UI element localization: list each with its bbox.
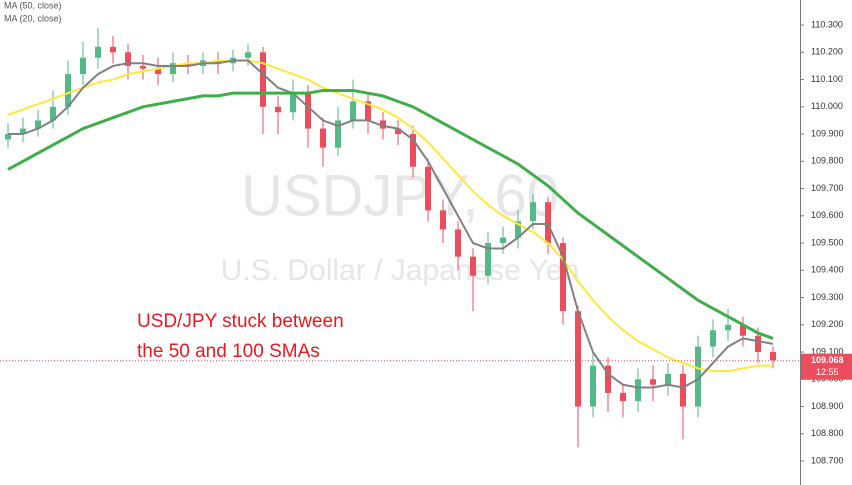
countdown-label: 12:55 xyxy=(816,367,839,377)
candle-body xyxy=(710,330,716,347)
annotation: the 50 and 100 SMAs xyxy=(137,341,320,362)
candle-body xyxy=(260,52,266,107)
legend-entry: MA (50, close) xyxy=(4,0,62,10)
candle-body xyxy=(500,237,506,244)
candle-body xyxy=(5,134,11,140)
candle-body xyxy=(80,57,86,75)
y-tick-label: 109.100 xyxy=(811,346,844,356)
y-tick-label: 110.200 xyxy=(811,47,843,57)
y-tick-label: 108.700 xyxy=(811,455,844,465)
candle-body xyxy=(50,106,56,121)
candle-body xyxy=(95,46,101,58)
candle-body xyxy=(110,46,116,53)
candle-body xyxy=(320,128,326,148)
legend-entry: MA (20, close) xyxy=(4,13,62,23)
moving-average-line xyxy=(7,59,773,373)
candle-body xyxy=(485,243,491,276)
candle-body xyxy=(530,202,536,222)
candle-body xyxy=(395,128,401,135)
y-tick-label: 110.000 xyxy=(811,101,843,111)
last-price-label: 109.068 xyxy=(811,355,844,365)
moving-average-line xyxy=(8,59,774,389)
candle-body xyxy=(620,392,626,402)
y-tick-label: 109.200 xyxy=(811,319,844,329)
candle-body xyxy=(155,68,161,75)
y-tick-label: 109.800 xyxy=(811,156,844,166)
candle-body xyxy=(680,373,686,407)
y-tick-label: 109.400 xyxy=(811,265,844,275)
candle-body xyxy=(215,60,221,64)
candle-body xyxy=(575,311,581,407)
candle-body xyxy=(740,324,746,336)
y-tick-label: 109.500 xyxy=(811,237,844,247)
annotation: USD/JPY stuck between xyxy=(137,311,344,332)
candle-body xyxy=(695,346,701,407)
candle-body xyxy=(65,74,71,107)
y-tick-label: 109.900 xyxy=(811,128,844,138)
candle-body xyxy=(605,365,611,393)
candle-body xyxy=(140,65,146,69)
candle-body xyxy=(185,63,191,66)
candle-body xyxy=(470,256,476,276)
candle-body xyxy=(290,93,296,113)
candle-body xyxy=(335,120,341,148)
candle-body xyxy=(125,52,131,66)
y-tick-label: 109.600 xyxy=(811,210,844,220)
watermark: USDJPY, 60 xyxy=(241,163,559,228)
candle-body xyxy=(20,128,26,135)
y-tick-label: 108.800 xyxy=(811,428,844,438)
candle-body xyxy=(635,379,641,402)
candle-body xyxy=(305,93,311,129)
candle-body xyxy=(650,379,656,385)
y-tick-label: 108.900 xyxy=(811,401,844,411)
y-tick-label: 110.100 xyxy=(811,74,843,84)
candle-body xyxy=(365,101,371,121)
candle-body xyxy=(755,335,761,353)
y-tick-label: 109.300 xyxy=(811,292,844,302)
candle-body xyxy=(425,166,431,211)
candle-body xyxy=(545,202,551,244)
candle-body xyxy=(440,210,446,230)
y-tick-label: 109.700 xyxy=(811,183,844,193)
candle-body xyxy=(725,324,731,331)
candle-body xyxy=(245,52,251,58)
last-price-box xyxy=(801,353,852,380)
candle-body xyxy=(380,120,386,129)
candle-body xyxy=(770,352,776,361)
candle-body xyxy=(410,134,416,167)
candle-body xyxy=(275,106,281,113)
candle-body xyxy=(665,373,671,385)
candle-body xyxy=(455,229,461,257)
candle-body xyxy=(515,221,521,238)
y-tick-label: 110.300 xyxy=(811,19,843,29)
candle-body xyxy=(350,101,356,121)
candle-body xyxy=(170,63,176,75)
candle-body xyxy=(590,365,596,407)
moving-average-line xyxy=(7,88,774,340)
watermark-subtitle: U.S. Dollar / Japanese Yen xyxy=(221,254,580,287)
candle-body xyxy=(560,243,566,312)
candle-body xyxy=(35,120,41,129)
